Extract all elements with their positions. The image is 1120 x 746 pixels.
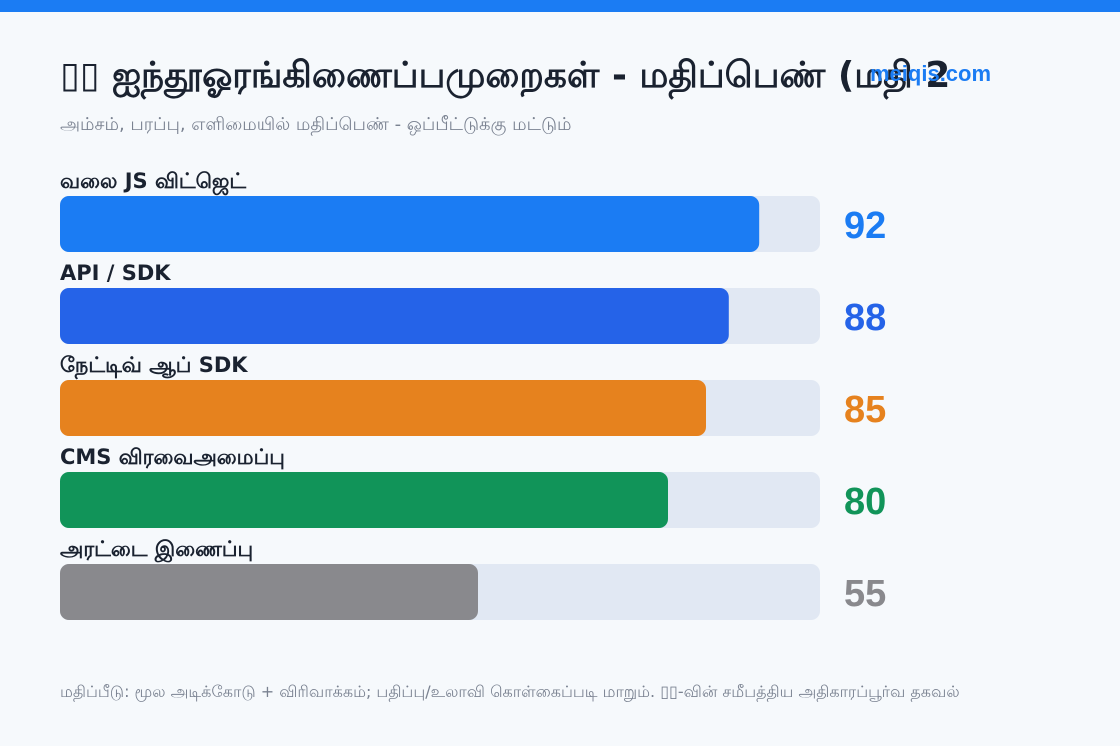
footnote: மதிப்பீடு: மூல அடிக்கோடு + விரிவாக்கம்; … <box>60 682 960 701</box>
category-label: அரட்டை இணைப்பு <box>60 537 253 563</box>
value-label: 55 <box>844 573 886 615</box>
category-label: API / SDK <box>60 261 171 285</box>
bar <box>60 196 760 252</box>
category-label: நேட்டிவ் ஆப் SDK <box>60 353 248 380</box>
value-label: 80 <box>844 481 886 523</box>
watermark-logo: meiqis.com <box>870 61 992 86</box>
bar <box>60 380 706 436</box>
value-label: 88 <box>844 297 886 339</box>
bar <box>60 564 478 620</box>
chart-title: ▯▯ ஐந்தூஓரங்கிணைப்பமுறைகள் - மதிப்பெண் (… <box>60 55 951 96</box>
category-label: CMS விரவைஅமைப்பு <box>60 445 285 469</box>
value-label: 85 <box>844 389 886 431</box>
top-accent-bar <box>0 0 1120 12</box>
bar <box>60 288 729 344</box>
category-label: வலை JS விட்ஜெட் <box>60 169 246 196</box>
bar <box>60 472 668 528</box>
value-label: 92 <box>844 205 886 247</box>
chart-subtitle: அம்சம், பரப்பு, எளிமையில் மதிப்பெண் - ஒப… <box>60 114 572 135</box>
